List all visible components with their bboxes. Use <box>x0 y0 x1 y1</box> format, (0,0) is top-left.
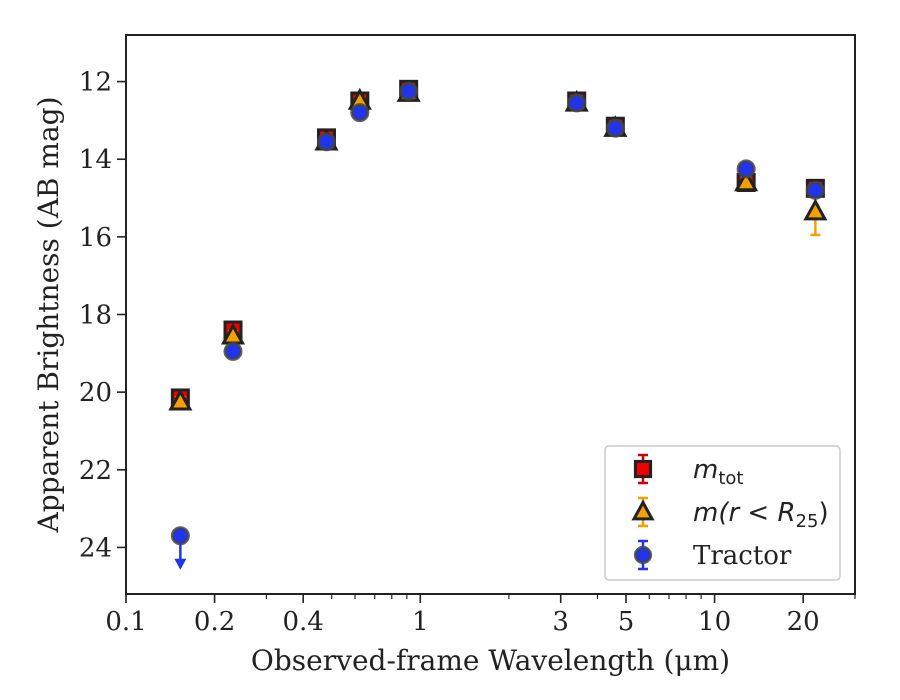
legend: mtot m(r < R25) Tractor <box>604 445 841 581</box>
x-tick-label: 0.2 <box>194 607 235 637</box>
circle-marker <box>316 132 336 152</box>
x-tick-label: 10 <box>698 607 731 637</box>
triangle-marker <box>734 169 759 192</box>
legend-label: mtot <box>693 455 743 489</box>
x-tick-label: 5 <box>618 607 635 637</box>
triangle-marker <box>168 388 193 411</box>
y-tick-label: 24 <box>79 533 112 563</box>
circle-marker <box>736 159 756 179</box>
y-tick-label: 18 <box>79 301 112 331</box>
circle-marker <box>170 526 190 546</box>
plot-frame <box>125 34 856 595</box>
y-tick-label: 22 <box>79 456 112 486</box>
circle-marker <box>567 93 587 113</box>
triangle-marker <box>631 499 655 521</box>
y-axis-label: Apparent Brightness (AB mag) <box>32 97 65 534</box>
triangle-marker <box>803 198 828 221</box>
x-tick-label: 20 <box>787 607 820 637</box>
series-circle <box>170 81 825 570</box>
circle-marker <box>805 180 825 200</box>
square-marker <box>633 459 653 479</box>
circle-marker <box>223 341 243 361</box>
x-tick-label: 0.1 <box>105 607 146 637</box>
legend-box <box>604 445 841 581</box>
y-tick-label: 20 <box>79 378 112 408</box>
legend-label: m(r < R25) <box>693 498 829 532</box>
legend-label: Tractor <box>693 541 792 571</box>
circle-marker <box>605 118 625 138</box>
x-tick-label: 1 <box>412 607 429 637</box>
x-tick-label: 3 <box>552 607 569 637</box>
circle-marker <box>399 81 419 101</box>
circle-marker <box>633 545 653 565</box>
circle-marker <box>350 103 370 123</box>
y-tick-label: 16 <box>79 223 112 253</box>
axis-layer: 0.1 0.2 0.4 1 3 5 10 20 12 14 16 18 20 22 24 <box>79 68 856 637</box>
upper-limit-arrow <box>174 558 187 570</box>
y-tick-label: 14 <box>79 145 112 175</box>
y-tick-label: 12 <box>79 68 112 98</box>
x-axis-label: Observed-frame Wavelength (μm) <box>251 644 730 677</box>
data-layer <box>168 79 828 570</box>
x-tick-label: 0.4 <box>283 607 324 637</box>
